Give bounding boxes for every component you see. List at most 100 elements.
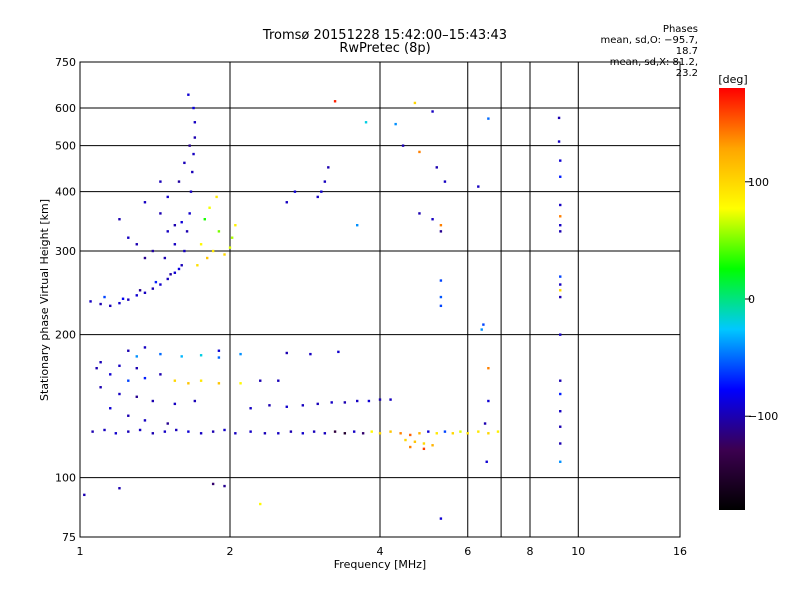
data-point	[378, 432, 382, 435]
data-point	[163, 430, 167, 433]
data-point	[177, 267, 181, 271]
data-point	[364, 121, 368, 124]
data-point	[166, 422, 169, 425]
data-point	[103, 428, 106, 432]
data-point	[159, 283, 162, 286]
data-point	[215, 195, 218, 199]
data-point	[559, 289, 562, 292]
data-point	[559, 283, 562, 286]
data-point	[285, 351, 288, 355]
data-point	[99, 386, 102, 389]
data-point	[138, 289, 142, 292]
data-point	[199, 379, 203, 382]
data-point	[259, 502, 262, 506]
x-axis-ticks: 1 2 4 6 8 10 16	[77, 545, 688, 558]
data-point	[443, 430, 447, 433]
data-point	[316, 402, 319, 406]
data-point	[163, 256, 167, 260]
data-point	[418, 212, 421, 215]
data-point	[211, 482, 215, 486]
data-point	[135, 294, 138, 297]
data-point	[422, 447, 426, 451]
data-point	[370, 430, 373, 433]
x-tick-label: 16	[673, 545, 687, 558]
data-point	[343, 401, 347, 404]
y-axis-ticks: 75 100 200 300 400 500 600 750	[55, 56, 76, 544]
data-point	[175, 428, 178, 432]
data-point	[183, 161, 186, 165]
data-point	[277, 379, 280, 382]
data-point	[327, 166, 330, 169]
data-point	[559, 215, 562, 218]
data-point	[333, 100, 337, 103]
chart-subtitle: RwPretec (8p)	[339, 41, 431, 56]
data-point	[301, 432, 305, 435]
data-point	[483, 422, 487, 425]
chart-title: Tromsø 20151228 15:42:00–15:43:43	[262, 28, 508, 43]
stats-heading: Phases	[662, 24, 698, 35]
data-point	[99, 361, 102, 364]
data-point	[135, 355, 138, 358]
data-point	[413, 101, 417, 105]
data-point	[559, 295, 562, 299]
data-point	[223, 253, 226, 256]
data-point	[559, 410, 562, 413]
data-point	[180, 264, 183, 267]
data-point	[435, 166, 438, 169]
data-point	[439, 295, 443, 299]
data-point	[173, 271, 177, 274]
data-point	[439, 517, 443, 520]
y-tick-label: 200	[55, 329, 76, 342]
y-tick-label: 100	[55, 472, 76, 485]
data-point	[223, 484, 226, 488]
data-point	[205, 256, 209, 260]
data-point	[143, 376, 147, 380]
colorbar	[719, 88, 745, 510]
data-point	[192, 106, 195, 110]
data-point	[239, 382, 242, 385]
data-point	[485, 460, 488, 463]
data-point	[466, 432, 469, 435]
data-point	[95, 366, 98, 370]
data-point	[173, 224, 177, 227]
data-point	[159, 373, 162, 376]
data-point	[118, 364, 121, 367]
data-point	[211, 430, 215, 433]
data-point	[249, 407, 252, 410]
data-point	[477, 430, 480, 433]
x-tick-label: 2	[227, 545, 234, 558]
data-point	[109, 373, 112, 376]
data-point	[285, 201, 288, 204]
data-point	[418, 150, 421, 154]
data-point	[487, 366, 490, 370]
grid-lines	[80, 62, 680, 537]
data-point	[127, 414, 130, 417]
data-point	[173, 379, 177, 382]
data-point	[323, 432, 327, 435]
data-point	[196, 264, 199, 267]
data-point	[83, 493, 86, 497]
data-point	[199, 243, 203, 246]
data-point	[309, 352, 312, 356]
y-tick-label: 500	[55, 140, 76, 153]
data-point	[399, 432, 402, 435]
data-point	[451, 432, 455, 435]
data-point	[431, 218, 434, 221]
data-point	[431, 444, 434, 447]
data-point	[211, 249, 215, 253]
data-point	[389, 430, 392, 433]
data-point	[409, 433, 412, 437]
data-point	[193, 399, 197, 403]
data-point	[159, 180, 162, 183]
x-tick-label: 10	[571, 545, 585, 558]
data-point	[217, 382, 221, 385]
data-point	[559, 224, 562, 227]
data-point	[230, 236, 234, 239]
data-point	[103, 295, 106, 299]
data-point	[151, 399, 155, 403]
data-point	[559, 203, 562, 207]
data-point	[487, 399, 490, 403]
data-point	[223, 428, 226, 432]
data-point	[413, 440, 417, 443]
